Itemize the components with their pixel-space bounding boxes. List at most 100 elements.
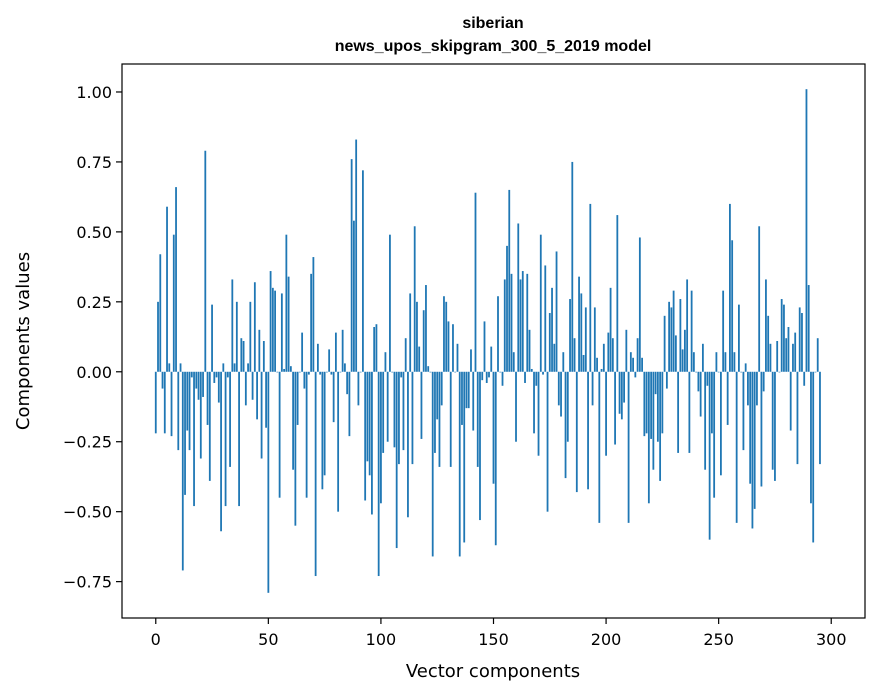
bar-30 xyxy=(222,363,225,372)
bar-283 xyxy=(792,343,794,372)
bar-223 xyxy=(656,371,659,442)
bar-51 xyxy=(269,271,272,372)
bar-291 xyxy=(810,371,812,504)
bar-295 xyxy=(819,371,821,465)
bar-271 xyxy=(765,279,767,372)
bar-150 xyxy=(492,371,495,484)
bar-13 xyxy=(184,371,186,495)
bar-79 xyxy=(332,371,335,423)
bar-146 xyxy=(483,321,486,372)
bar-90 xyxy=(357,371,360,406)
bar-21 xyxy=(202,371,204,397)
bar-189 xyxy=(580,293,583,372)
x-tick-label-300: 300 xyxy=(816,630,847,649)
bar-38 xyxy=(240,338,243,372)
bar-119 xyxy=(422,310,425,372)
bar-14 xyxy=(186,371,189,431)
bar-171 xyxy=(539,234,542,372)
bar-187 xyxy=(575,371,578,493)
bar-61 xyxy=(292,371,295,470)
bar-220 xyxy=(650,371,653,439)
bar-249 xyxy=(715,352,718,372)
bar-122 xyxy=(429,371,432,373)
bar-199 xyxy=(602,343,605,372)
bar-200 xyxy=(605,371,607,456)
bar-153 xyxy=(499,371,502,373)
y-tick-label-1: −0.50 xyxy=(63,503,112,522)
bar-195 xyxy=(593,307,596,372)
bar-103 xyxy=(386,371,389,442)
bar-27 xyxy=(215,371,218,378)
bar-227 xyxy=(665,371,668,389)
bar-164 xyxy=(524,371,526,383)
bar-288 xyxy=(803,371,806,386)
bar-84 xyxy=(344,363,346,372)
bar-268 xyxy=(758,226,761,372)
bar-224 xyxy=(659,371,662,481)
bar-113 xyxy=(409,293,412,372)
x-tick-label-250: 250 xyxy=(703,630,734,649)
bar-129 xyxy=(445,301,448,372)
bar-237 xyxy=(688,371,691,453)
bar-234 xyxy=(681,349,684,372)
x-tick-label-200: 200 xyxy=(591,630,622,649)
x-tick-label-150: 150 xyxy=(478,630,509,649)
bar-206 xyxy=(618,371,621,414)
bar-260 xyxy=(740,371,743,373)
bar-272 xyxy=(767,315,770,372)
y-tick-label-3: 0.00 xyxy=(76,363,112,382)
bar-185 xyxy=(571,161,574,372)
bar-278 xyxy=(780,299,783,372)
bar-179 xyxy=(557,371,560,406)
bar-219 xyxy=(647,371,650,504)
x-tick-label-100: 100 xyxy=(366,630,397,649)
bar-96 xyxy=(371,371,373,515)
bar-274 xyxy=(771,371,774,470)
bar-139 xyxy=(467,371,470,409)
bar-242 xyxy=(699,371,702,417)
bar-186 xyxy=(573,338,576,372)
bar-158 xyxy=(510,273,513,372)
bar-131 xyxy=(449,371,452,467)
bar-143 xyxy=(476,371,479,467)
bar-6 xyxy=(168,363,171,372)
bar-120 xyxy=(425,285,427,372)
bar-246 xyxy=(708,371,711,540)
x-tick-label-50: 50 xyxy=(258,630,278,649)
bar-53 xyxy=(274,290,276,372)
bar-128 xyxy=(443,296,445,372)
bar-115 xyxy=(413,226,416,372)
y-tick-label-4: 0.25 xyxy=(76,293,112,312)
bar-141 xyxy=(472,371,475,431)
bar-259 xyxy=(738,304,740,372)
bar-168 xyxy=(533,371,535,434)
bar-188 xyxy=(578,276,580,372)
bar-270 xyxy=(762,371,765,392)
bar-64 xyxy=(298,371,301,373)
bar-121 xyxy=(427,366,430,372)
bar-37 xyxy=(238,371,240,507)
bar-125 xyxy=(436,371,439,420)
bar-243 xyxy=(701,343,704,372)
bar-225 xyxy=(661,371,664,434)
bar-48 xyxy=(262,341,265,372)
bar-44 xyxy=(253,282,256,372)
bar-26 xyxy=(213,371,216,383)
y-tick-label-2: −0.25 xyxy=(63,433,112,452)
bar-292 xyxy=(812,371,815,543)
bar-284 xyxy=(794,332,797,372)
x-axis-label: Vector components xyxy=(406,661,580,682)
plot-frame xyxy=(121,63,866,619)
bar-97 xyxy=(373,327,376,372)
bar-39 xyxy=(242,341,245,372)
bar-59 xyxy=(287,276,290,372)
bar-181 xyxy=(562,352,565,372)
bar-65 xyxy=(301,332,304,372)
bar-144 xyxy=(479,371,481,521)
bar-94 xyxy=(366,371,369,462)
bar-118 xyxy=(420,371,423,439)
bar-18 xyxy=(195,371,198,389)
bar-1 xyxy=(157,301,159,372)
bar-31 xyxy=(224,371,227,507)
